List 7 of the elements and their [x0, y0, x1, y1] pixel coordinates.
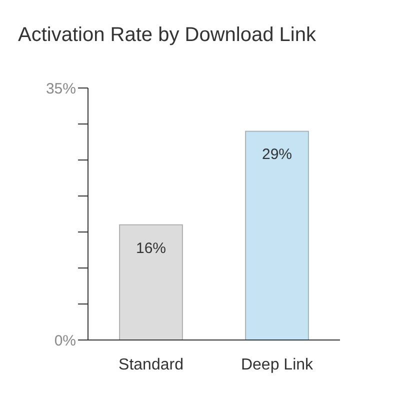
chart-title: Activation Rate by Download Link — [18, 24, 316, 47]
data-label: 16% — [136, 240, 166, 257]
y-tick-label: 0% — [54, 332, 76, 350]
x-tick-label: Deep Link — [240, 356, 314, 374]
x-tick-label: Standard — [118, 356, 184, 374]
data-label: 29% — [262, 146, 292, 164]
y-tick-label: 35% — [46, 80, 76, 98]
